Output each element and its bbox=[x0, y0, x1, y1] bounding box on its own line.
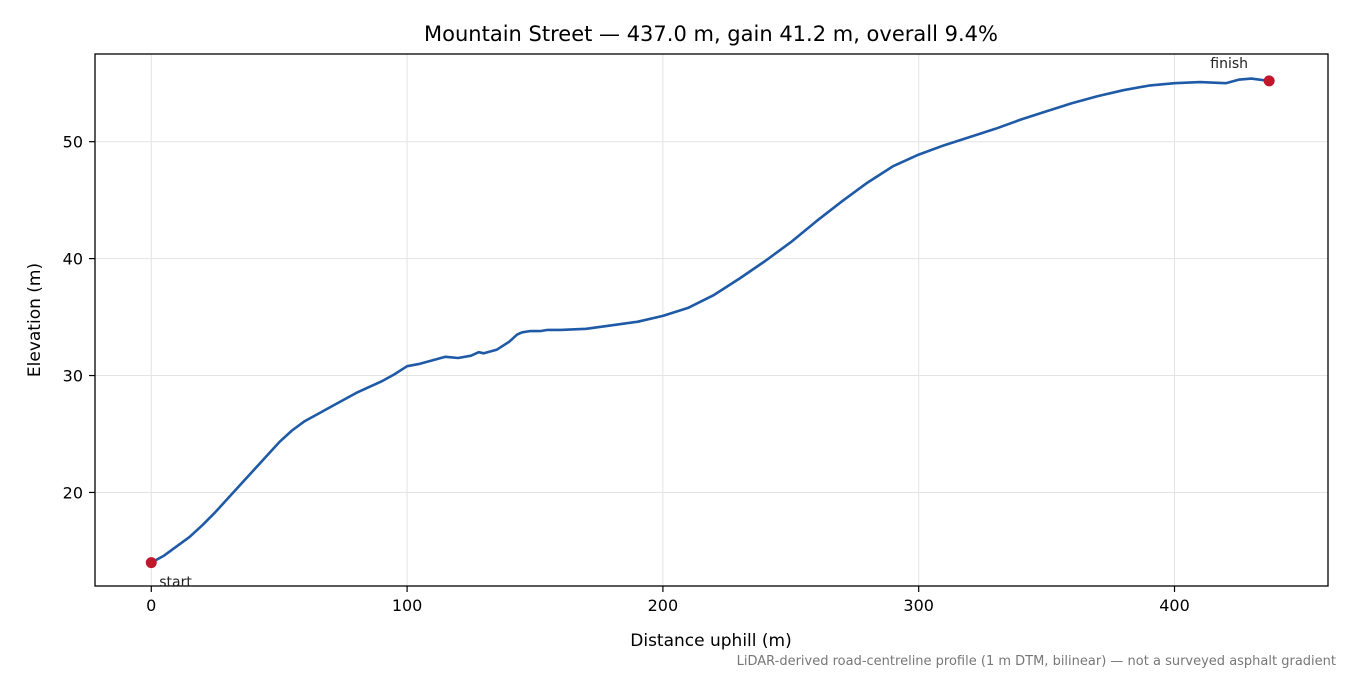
y-tick-label: 30 bbox=[63, 367, 83, 386]
start-marker bbox=[145, 557, 157, 569]
start-label: start bbox=[159, 575, 192, 591]
x-tick-label: 0 bbox=[146, 596, 156, 615]
y-axis-label: Elevation (m) bbox=[25, 263, 45, 377]
x-axis-label: Distance uphill (m) bbox=[630, 631, 791, 651]
axis-ticks: 0 100 200 300 400 20 30 40 50 bbox=[63, 133, 1190, 615]
plot-frame bbox=[94, 53, 1329, 587]
x-tick-label: 100 bbox=[392, 596, 423, 615]
y-tick-label: 20 bbox=[63, 483, 83, 502]
x-tick-label: 200 bbox=[648, 596, 679, 615]
finish-label: finish bbox=[1210, 56, 1248, 72]
y-tick-label: 50 bbox=[63, 133, 83, 152]
marker-layer: start finish bbox=[145, 56, 1275, 591]
y-tick-label: 40 bbox=[63, 250, 83, 269]
series-layer bbox=[150, 77, 1271, 564]
grid bbox=[95, 54, 1328, 586]
x-tick-label: 400 bbox=[1159, 596, 1190, 615]
elevation-profile-line bbox=[150, 77, 1271, 564]
finish-marker bbox=[1263, 75, 1275, 87]
footnote: LiDAR-derived road-centreline profile (1… bbox=[737, 654, 1336, 669]
x-tick-label: 300 bbox=[903, 596, 934, 615]
chart-title: Mountain Street — 437.0 m, gain 41.2 m, … bbox=[424, 22, 998, 46]
